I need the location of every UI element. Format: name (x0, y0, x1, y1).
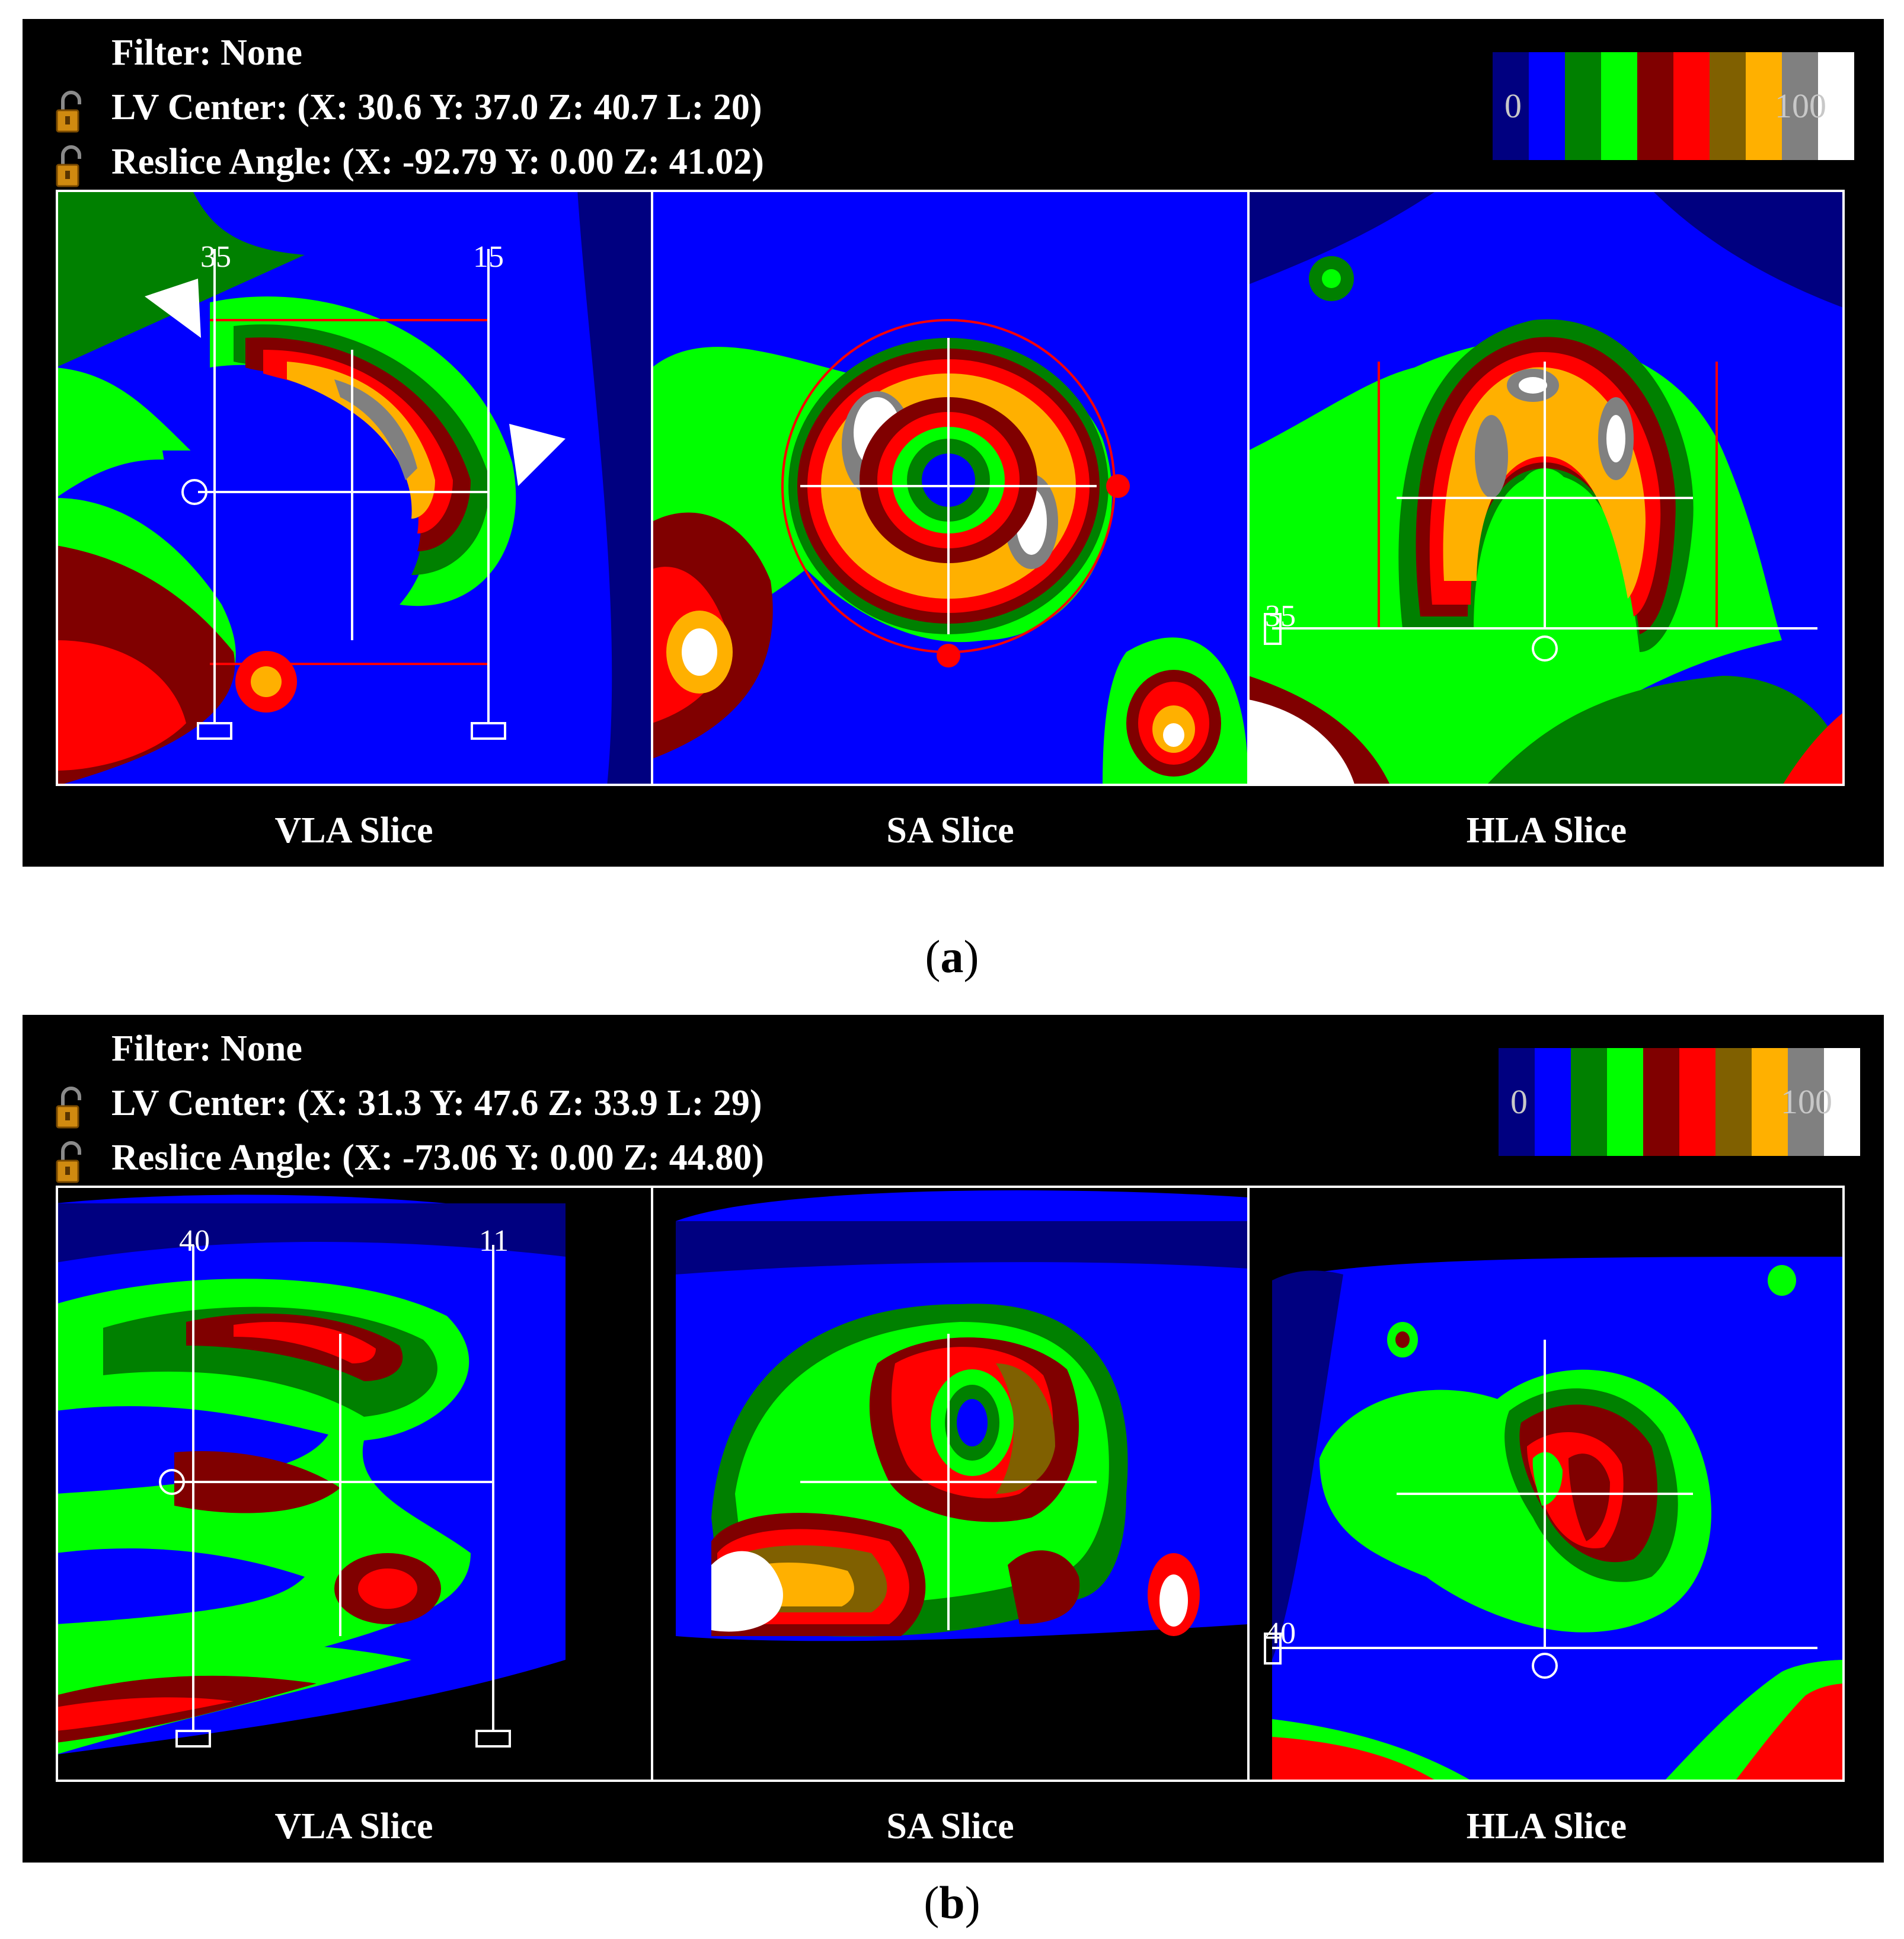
color-scale-segment (1499, 1048, 1535, 1156)
color-scale-segment (1782, 52, 1818, 160)
vla-right-marker-label: 15 (473, 240, 504, 274)
arrowhead-marker (509, 424, 566, 486)
hla-slice-label: HLA Slice (1466, 810, 1627, 851)
viewer-panel-b: Filter: None LV Center: (X: 31.3 Y: 47.6… (23, 1015, 1884, 1863)
reslice-angle-lock-icon[interactable] (56, 1139, 84, 1187)
sa-slice-view[interactable] (652, 190, 1248, 786)
color-scale-segment (1710, 52, 1746, 160)
color-scale-segment (1607, 1048, 1643, 1156)
vla-slice-view[interactable] (56, 190, 652, 786)
sa-slice-label: SA Slice (886, 810, 1014, 851)
color-scale-segment (1673, 52, 1710, 160)
color-scale-max-label: 100 (1775, 87, 1826, 125)
vla-left-marker-label: 40 (179, 1224, 210, 1258)
vla-left-slice-handle (175, 1730, 211, 1748)
vla-slice-view[interactable] (56, 1186, 652, 1782)
sa-slice-label: SA Slice (886, 1806, 1014, 1847)
hla-center-handle (1532, 635, 1558, 662)
color-scale-segment (1529, 52, 1565, 160)
lv-center-lock-icon[interactable] (56, 89, 84, 136)
hla-slice-view[interactable] (1248, 190, 1845, 786)
figure-caption-b: (b) (924, 1877, 980, 1928)
color-scale-segment (1818, 52, 1854, 160)
hla-slice-handle (1264, 1633, 1282, 1665)
hla-marker-label: 40 (1265, 1617, 1296, 1650)
vla-left-marker-label: 35 (200, 240, 231, 274)
color-scale-bar (1499, 1048, 1860, 1156)
lv-center-lock-icon[interactable] (56, 1085, 84, 1132)
view-divider (1247, 1186, 1250, 1782)
color-scale-segment (1746, 52, 1782, 160)
view-divider (1247, 190, 1250, 786)
hla-center-handle (1532, 1653, 1558, 1679)
hla-slice-handle (1264, 613, 1282, 645)
vla-right-marker-label: 11 (479, 1224, 509, 1258)
color-scale-segment (1643, 1048, 1679, 1156)
color-scale-segment (1571, 1048, 1607, 1156)
color-scale-max-label: 100 (1781, 1082, 1832, 1121)
color-scale-segment (1493, 52, 1529, 160)
hla-slice-label: HLA Slice (1466, 1806, 1627, 1847)
view-divider (651, 190, 653, 786)
sa-roi-handle (937, 644, 960, 667)
hla-slice-view[interactable] (1248, 1186, 1845, 1782)
color-scale-segment (1788, 1048, 1824, 1156)
color-scale-segment (1679, 1048, 1715, 1156)
color-scale-min-label: 0 (1504, 87, 1522, 125)
filter-label: Filter: None (111, 33, 302, 73)
color-scale-segment (1565, 52, 1601, 160)
arrowhead-marker (145, 279, 201, 338)
lv-center-readout: LV Center: (X: 30.6 Y: 37.0 Z: 40.7 L: 2… (111, 87, 762, 127)
reslice-angle-readout: Reslice Angle: (X: -92.79 Y: 0.00 Z: 41.… (111, 142, 764, 182)
hla-marker-label: 35 (1265, 599, 1296, 633)
vla-slice-label: VLA Slice (274, 810, 433, 851)
vla-left-slice-handle (197, 722, 232, 740)
color-scale-segment (1601, 52, 1637, 160)
color-scale-segment (1535, 1048, 1571, 1156)
color-scale-segment (1752, 1048, 1788, 1156)
sa-roi-handle (1106, 474, 1130, 498)
color-scale-segment (1715, 1048, 1752, 1156)
reslice-angle-lock-icon[interactable] (56, 143, 84, 191)
color-scale-bar (1493, 52, 1854, 160)
vla-right-slice-handle (471, 722, 506, 740)
color-scale-min-label: 0 (1510, 1082, 1528, 1121)
color-scale-segment (1637, 52, 1673, 160)
lv-center-readout: LV Center: (X: 31.3 Y: 47.6 Z: 33.9 L: 2… (111, 1083, 762, 1123)
viewer-panel-a: Filter: None LV Center: (X: 30.6 Y: 37.0… (23, 19, 1884, 867)
vla-center-handle (181, 479, 207, 505)
figure-caption-a: (a) (925, 931, 979, 982)
color-scale-segment (1824, 1048, 1860, 1156)
filter-label: Filter: None (111, 1028, 302, 1069)
view-divider (651, 1186, 653, 1782)
vla-right-slice-handle (475, 1730, 511, 1748)
vla-center-handle (159, 1469, 185, 1495)
sa-slice-view[interactable] (652, 1186, 1248, 1782)
vla-slice-label: VLA Slice (274, 1806, 433, 1847)
reslice-angle-readout: Reslice Angle: (X: -73.06 Y: 0.00 Z: 44.… (111, 1138, 764, 1178)
